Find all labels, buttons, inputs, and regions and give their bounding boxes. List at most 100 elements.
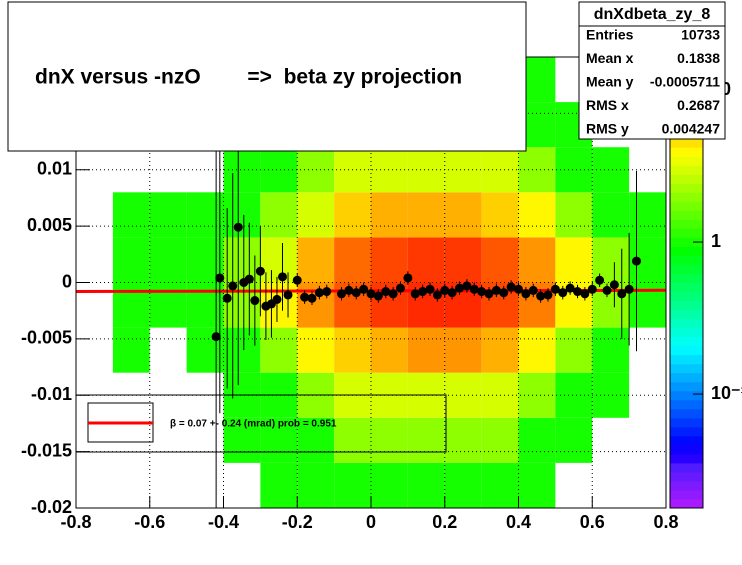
y-tick-label: -0.02 [31, 497, 72, 517]
palette-band [670, 336, 703, 347]
z-tick-label: 10⁻¹ [711, 383, 742, 403]
palette-band [670, 354, 703, 365]
profile-point [491, 285, 501, 295]
profile-point [278, 272, 287, 282]
palette-band [670, 453, 703, 464]
profile-point [506, 282, 516, 292]
heat-cell [223, 192, 261, 238]
profile-point [215, 273, 225, 283]
profile-point [521, 289, 531, 299]
heat-cell [371, 147, 408, 193]
heat-cell [334, 462, 371, 508]
heat-cell [407, 237, 445, 283]
heat-cell [555, 327, 593, 373]
heat-cell [371, 462, 408, 508]
palette-band [670, 192, 703, 202]
heat-cell [223, 417, 261, 463]
palette-band [670, 498, 703, 509]
profile-point [396, 283, 405, 293]
heat-cell [481, 237, 519, 283]
heat-cell [112, 282, 150, 328]
profile-point [462, 281, 472, 291]
stats-value: 10733 [681, 27, 720, 43]
profile-point [440, 285, 450, 295]
heat-cell [260, 327, 298, 373]
heat-cell [407, 417, 445, 463]
palette-band [670, 228, 703, 238]
heat-cell [444, 327, 482, 373]
heat-cell [481, 417, 519, 463]
heat-cell [518, 462, 556, 508]
palette-band [670, 237, 703, 247]
profile-point [432, 290, 442, 300]
profile-point [595, 275, 605, 285]
heat-cell [481, 462, 519, 508]
heat-cell [592, 327, 630, 373]
palette-band [670, 318, 703, 329]
profile-point [337, 289, 346, 299]
legend-box [75, 394, 447, 453]
axes: -0.8 -0.6 -0.4 -0.2 0 0.2 0.4 0.6 0.8 -0.02 -0.015… [21, 102, 679, 532]
y-tick-label: 0 [62, 271, 72, 291]
palette-band [670, 246, 703, 256]
profile-point [351, 288, 361, 298]
heat-cell [186, 192, 224, 238]
stats-value: 0.1838 [677, 50, 720, 66]
profile-point [250, 296, 260, 306]
profile-point [528, 285, 538, 295]
profile-point [425, 284, 435, 294]
heat-cell [555, 192, 593, 238]
heat-cell [223, 327, 261, 373]
palette-band [670, 147, 703, 157]
palette-band [670, 156, 703, 166]
profile-point [484, 289, 494, 299]
profile-point [573, 287, 582, 297]
heat-cell [297, 147, 335, 193]
heat-cell [297, 462, 335, 508]
palette-band [670, 390, 703, 401]
profile-point [410, 289, 420, 299]
heat-cell [334, 192, 371, 238]
palette-band [670, 345, 703, 356]
profile-point [244, 274, 254, 284]
palette-band [670, 183, 703, 193]
heat-cell [592, 237, 630, 283]
profile-point [344, 285, 354, 295]
profile-point [477, 287, 487, 297]
stats-label: Mean y [586, 74, 634, 90]
profile-point [373, 291, 383, 301]
profile-point [300, 292, 310, 302]
heat-cell [444, 372, 482, 418]
stats-frame [578, 1, 726, 140]
heat-cell [260, 462, 298, 508]
profile-point [624, 284, 634, 294]
y-tick-label: 0.005 [27, 215, 72, 235]
heat-cell [629, 192, 666, 238]
palette-band [670, 219, 703, 229]
palette-band [670, 444, 703, 455]
heat-cell [555, 372, 593, 418]
stats-label: Entries [586, 27, 634, 43]
palette-band [670, 327, 703, 338]
profile-point [558, 288, 568, 298]
palette-band [670, 462, 703, 473]
palette-band [670, 435, 703, 446]
profile-point [255, 266, 265, 276]
profile-point [543, 290, 553, 300]
legend-label: β = 0.07 +- 0.24 (mrad) prob = 0.951 [170, 419, 337, 430]
heat-cell [407, 462, 445, 508]
heat-cell [481, 192, 519, 238]
heat-cell [260, 192, 298, 238]
y-tick-label: -0.015 [21, 440, 72, 460]
x-tick-label: 0.2 [432, 512, 457, 532]
palette-band [670, 363, 703, 374]
palette-band [670, 399, 703, 410]
heat-cell [297, 327, 335, 373]
x-tick-label: -0.4 [208, 512, 239, 532]
palette-band [670, 372, 703, 383]
heat-cell [371, 327, 408, 373]
heat-cell [407, 192, 445, 238]
palette-band [670, 309, 703, 320]
stats-value: 0.004247 [662, 121, 721, 137]
stats-value: 0.2687 [677, 97, 720, 113]
